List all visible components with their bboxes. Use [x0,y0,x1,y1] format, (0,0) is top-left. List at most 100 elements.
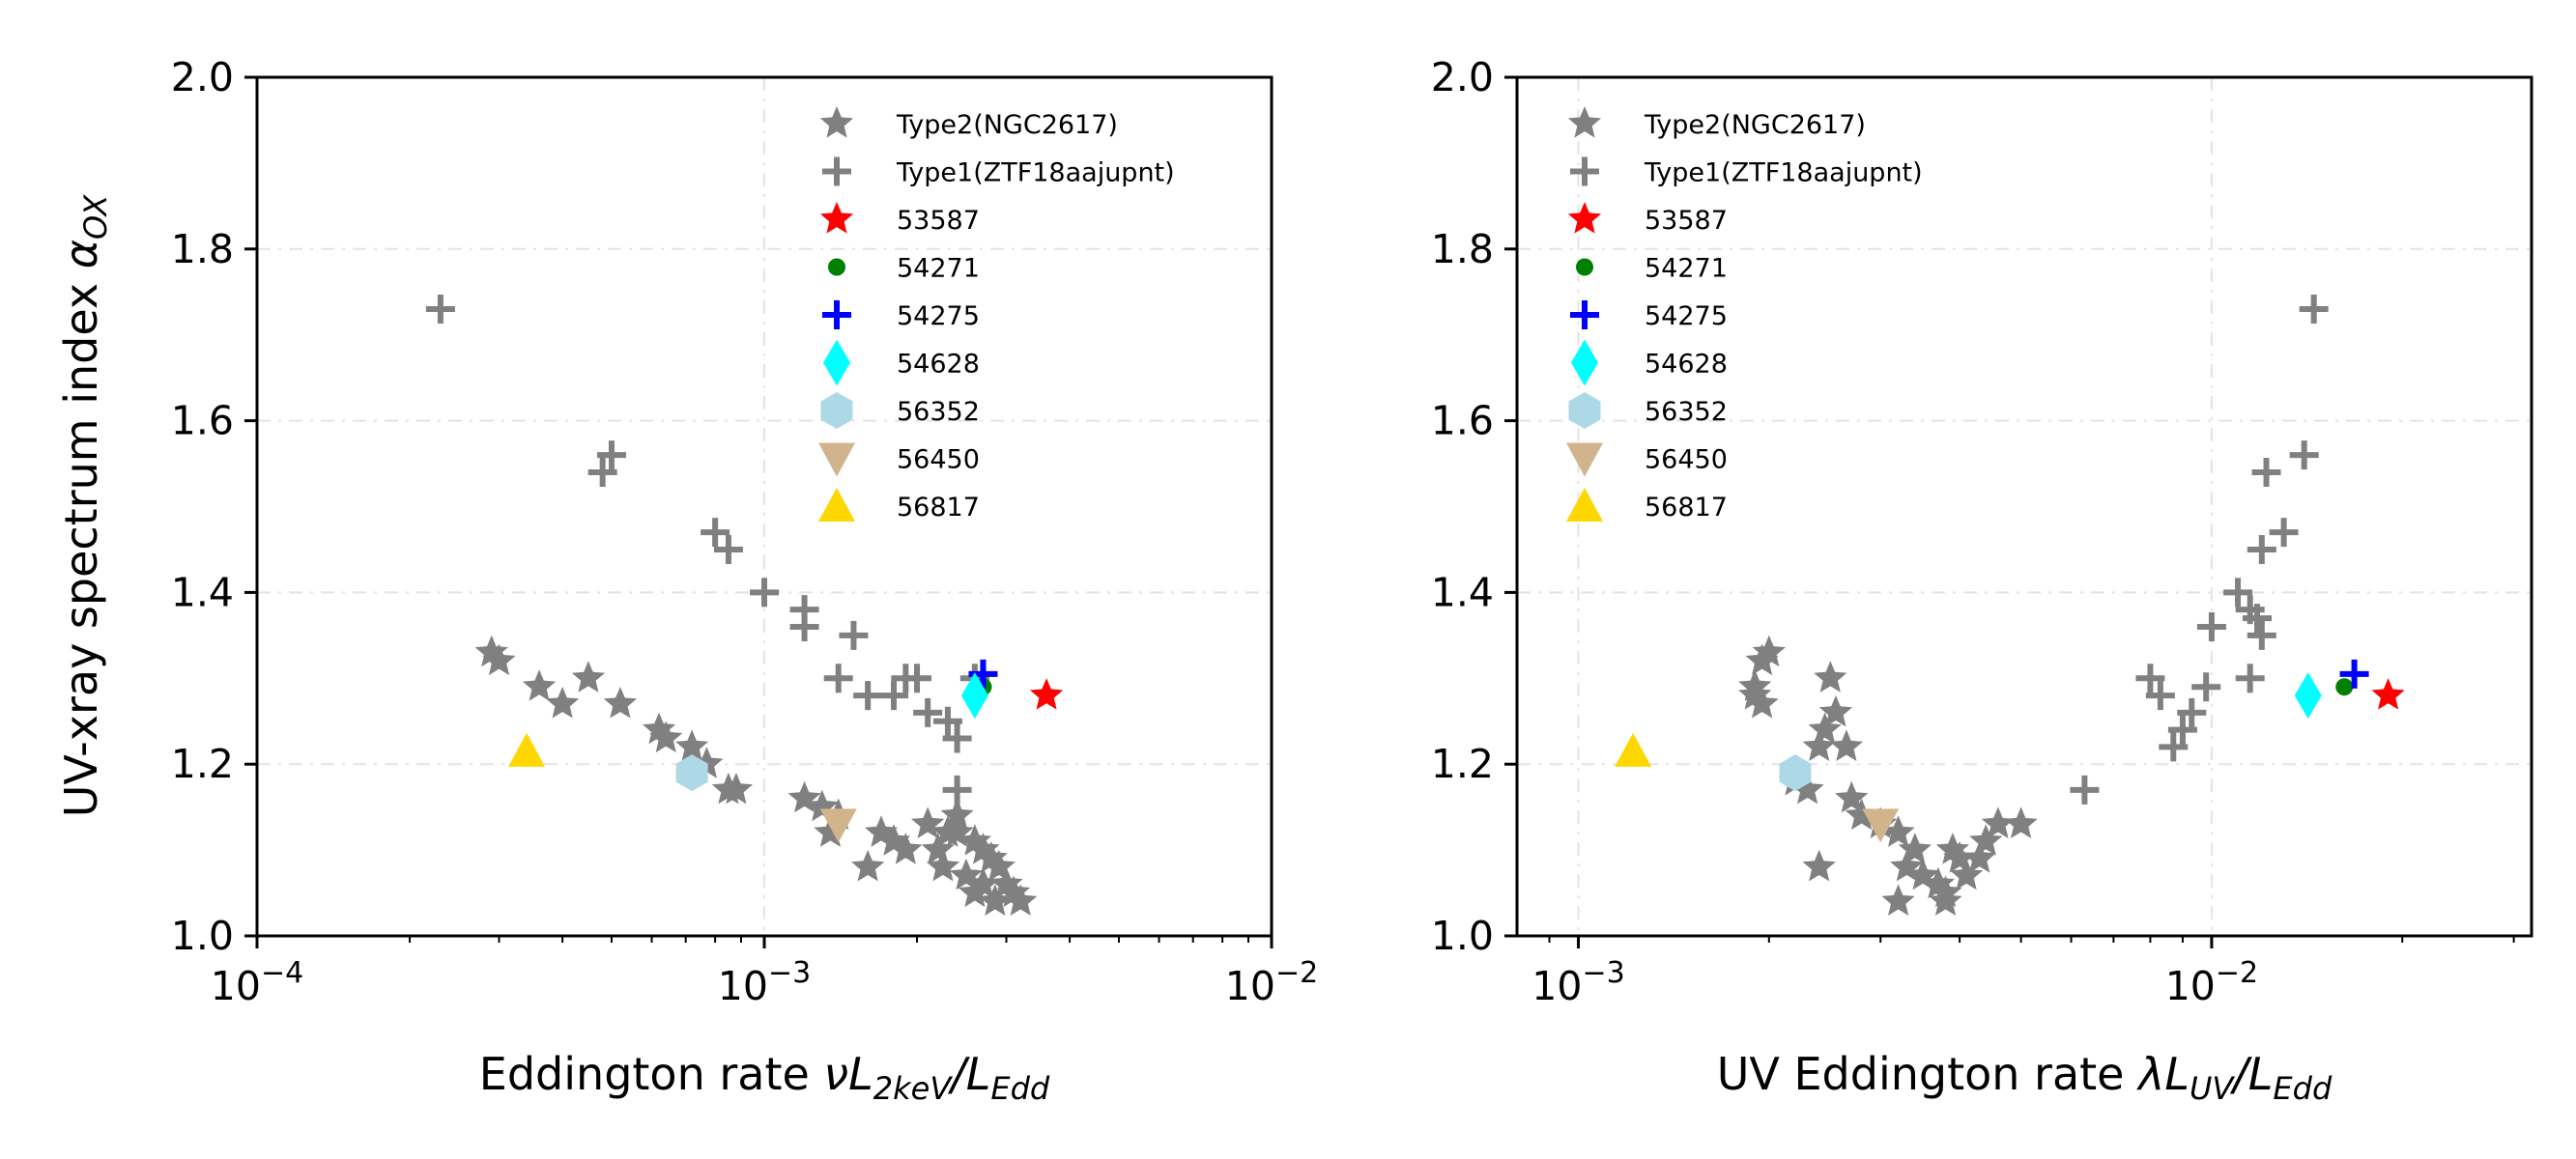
x-tick-label: 10−4 [211,956,303,1009]
legend-marker [822,300,851,329]
legend-marker [1566,488,1603,522]
legend-label: 54275 [897,301,980,331]
data-point [596,440,626,470]
data-point [2004,806,2038,838]
data-point [603,687,637,719]
y-tick-label: 2.0 [171,54,234,100]
legend-label: 56450 [1645,445,1728,475]
data-point [1981,806,2015,838]
legend-marker [1570,300,1599,329]
data-point [2339,659,2369,689]
data-point [1752,635,1786,667]
legend-label: Type1(ZTF18aajupnt) [1644,158,1923,188]
data-point [879,681,909,711]
legend-marker [819,106,854,138]
legend-item: 54275 [822,300,980,331]
legend-marker [1567,202,1602,234]
data-point [2196,611,2226,641]
legend-label: Type1(ZTF18aajupnt) [896,158,1175,188]
data-point [966,866,1000,899]
data-point [942,723,972,753]
legend-label: Type2(NGC2617) [896,110,1118,140]
legend-item: 54271 [1576,254,1728,284]
data-point [960,672,988,720]
data-point [2167,715,2197,745]
data-point [789,611,819,641]
legend-item: 54628 [823,339,980,386]
legend-label: 56450 [897,445,980,475]
y-tick-label: 1.0 [171,913,234,959]
legend-label: 54271 [1645,254,1728,284]
data-point [853,681,883,711]
legend-item: Type1(ZTF18aajupnt) [1570,156,1923,188]
data-point [968,659,998,689]
legend-label: 53587 [897,206,980,236]
legend-label: 56352 [897,397,980,427]
legend-item: 56817 [818,488,980,523]
legend-item: 56352 [820,392,980,429]
data-point [942,775,972,805]
data-point [587,457,617,487]
y-tick-label: 1.6 [1431,398,1494,444]
data-point [1881,815,1915,847]
legend-marker [818,442,855,477]
left-y-axis-label: UV-xray spectrum index αOX [55,194,114,818]
legend-item: 53587 [1567,202,1728,236]
data-point [425,295,455,325]
data-point [1898,833,1932,864]
data-point [1829,729,1863,761]
y-tick-label: 1.8 [171,226,234,272]
data-point [2135,664,2165,693]
legend-label: 54628 [897,350,980,380]
legend-label: 54628 [1645,350,1728,380]
legend-marker [1566,442,1603,477]
data-point [2289,440,2319,470]
data-point [1004,884,1038,916]
legend-label: 54275 [1645,301,1728,331]
data-point [1862,808,1900,843]
data-point [913,697,943,727]
data-point [819,808,857,843]
legend-label: 56817 [1645,493,1728,523]
legend-label: 56352 [1645,397,1728,427]
data-point [1802,849,1836,882]
right-panel: 1.0 1.2 1.4 1.6 1.8 2.0 10−3 10−2 Type2(NGC2617… [1431,54,2533,1107]
data-point [1802,729,1836,761]
legend-item: 54628 [1571,339,1728,386]
legend-item: 54271 [828,254,980,284]
data-point [546,687,580,719]
data-point [839,620,869,650]
data-point [940,798,974,831]
y-tick-label: 1.2 [1431,741,1494,787]
x-tick-label: 10−3 [718,956,811,1009]
y-tick-label: 2.0 [1431,54,1494,100]
x-tick-label: 10−3 [1531,956,1624,1009]
data-point [522,669,557,701]
data-point [1808,712,1842,745]
data-point [2299,295,2329,325]
data-point [649,721,683,753]
legend-marker [1571,339,1598,386]
data-point [851,849,885,882]
data-point [2243,604,2273,634]
data-point [1929,884,1962,916]
right-legend: Type2(NGC2617) Type1(ZTF18aajupnt) 53587 54… [1566,106,1923,523]
data-point [2294,672,2322,720]
data-point [2235,664,2265,693]
legend-item: 53587 [819,202,980,236]
legend-marker [822,156,851,186]
legend-label: 54271 [897,254,980,284]
data-point [1029,678,1064,710]
data-point [719,772,753,805]
right-ticks: 1.0 1.2 1.4 1.6 1.8 2.0 10−3 10−2 [1431,54,2515,1009]
legend-marker [823,339,850,386]
data-point [902,664,932,693]
data-point [2177,697,2207,727]
legend-marker [1576,258,1593,276]
data-point [482,643,516,676]
data-point [1881,884,1915,916]
data-point [750,578,779,608]
data-point [713,534,743,564]
